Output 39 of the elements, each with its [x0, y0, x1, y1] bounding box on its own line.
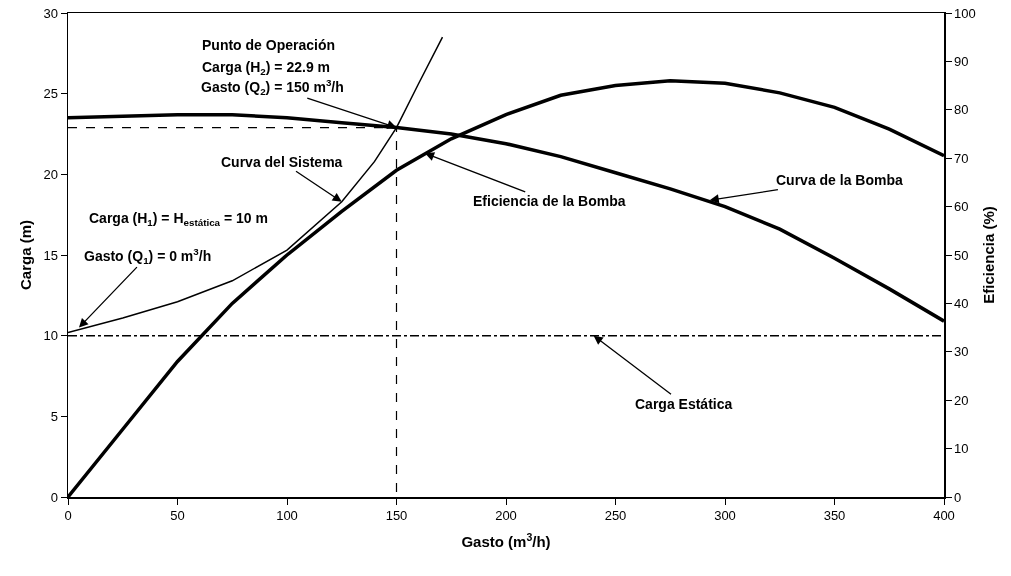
y2-tick-label: 90: [954, 53, 969, 69]
x-axis-title: Gasto (m$^{3}$/h): [461, 530, 551, 550]
y2-tick-label: 30: [954, 344, 969, 360]
y2-tick-label: 100: [954, 5, 976, 21]
annotation: Curva de la Bomba: [776, 172, 904, 188]
x-tick-label: 50: [170, 508, 185, 524]
annotation: Curva del Sistema: [221, 154, 343, 170]
y2-tick-label: 10: [954, 441, 969, 457]
x-tick-label: 300: [714, 508, 736, 524]
x-tick-label: 250: [604, 508, 627, 524]
y2-tick-label: 0: [954, 489, 962, 505]
annotation: Gasto (Q$_{2}$) = 150 m$^{3}$/h: [201, 77, 344, 97]
x-tick-label: 150: [385, 508, 408, 524]
y2-tick-label: 20: [954, 392, 969, 408]
annotation: Carga (H$_{1}$) = H$_{estática}$ = 10 m: [89, 210, 268, 228]
annotation: Punto de Operación: [202, 37, 336, 53]
x-tick-label: 100: [276, 508, 298, 524]
y-tick-label: 30: [43, 5, 58, 21]
y2-tick-label: 40: [954, 295, 969, 311]
x-tick-label: 400: [933, 508, 955, 524]
y-tick-label: 25: [43, 86, 58, 102]
y2-tick-label: 60: [954, 199, 969, 215]
annotation: Carga (H$_{2}$) = 22.9 m: [202, 59, 331, 77]
y2-tick-label: 70: [954, 150, 969, 166]
y2-tick-label: 50: [954, 247, 969, 263]
y2-tick-label: 80: [954, 102, 969, 118]
x-tick-label: 0: [64, 508, 72, 524]
annotation: Gasto (Q$_{1}$) = 0 m$^{3}$/h: [84, 246, 212, 266]
y-axis-title: Carga (m): [16, 219, 34, 291]
y-tick-label: 15: [43, 247, 58, 263]
x-tick-label: 200: [495, 508, 517, 524]
y-tick-label: 20: [43, 166, 58, 182]
x-tick-label: 350: [823, 508, 846, 524]
annotation: Carga Estática: [635, 396, 733, 412]
y2-axis-title: Eficiencia (%): [979, 206, 997, 304]
y-tick-label: 0: [50, 489, 58, 505]
y-tick-label: 10: [43, 328, 58, 344]
annotation: Eficiencia de la Bomba: [473, 193, 626, 209]
y-tick-label: 5: [50, 408, 58, 424]
